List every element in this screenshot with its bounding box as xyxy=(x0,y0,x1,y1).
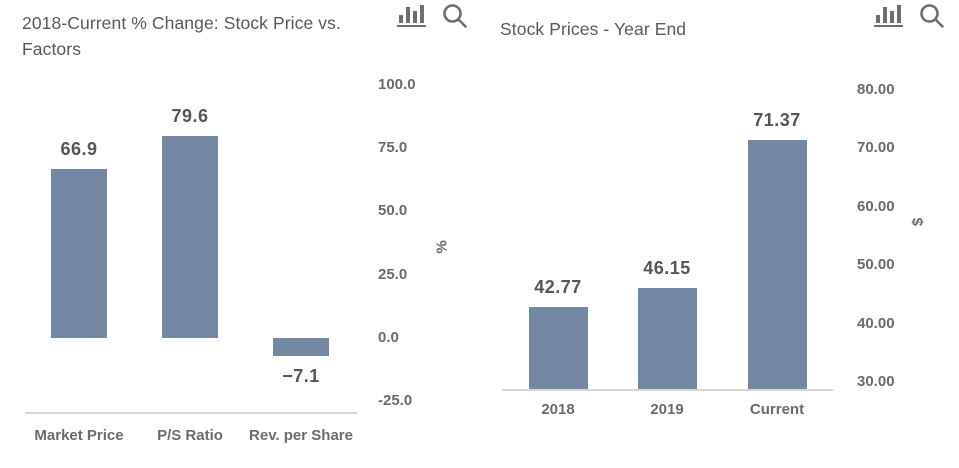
bar-chart-icon[interactable] xyxy=(873,2,905,27)
magnifier-icon[interactable] xyxy=(441,2,468,29)
bar-p-s-ratio[interactable] xyxy=(162,136,218,338)
chart-toolbar xyxy=(396,2,468,29)
y-axis-tick-label: 60.00 xyxy=(857,197,895,215)
x-category-label: P/S Ratio xyxy=(157,427,223,444)
y-axis-tick-label: 75.0 xyxy=(378,139,408,157)
chart-panel-stock-prices: Stock Prices - Year End xyxy=(480,0,959,468)
x-axis-line xyxy=(502,389,833,391)
bar-value-label: −7.1 xyxy=(282,365,320,386)
bar-value-label: 71.37 xyxy=(753,110,801,131)
bar-2019[interactable] xyxy=(637,287,697,389)
bar-value-label: 46.15 xyxy=(643,257,691,278)
bar-2018[interactable] xyxy=(528,307,588,389)
x-category-label: Rev. per Share xyxy=(249,427,353,444)
bar-chart-icon[interactable] xyxy=(396,2,428,27)
x-category-label: 2019 xyxy=(650,401,684,418)
y-axis-tick-label: 30.00 xyxy=(857,373,895,390)
y-axis-tick-label: 80.00 xyxy=(857,81,895,98)
chart-panel-percent-change: 2018-Current % Change: Stock Price vs. F… xyxy=(22,2,468,444)
bar-market-price[interactable] xyxy=(51,168,107,338)
x-category-label: 2018 xyxy=(541,401,575,418)
y-axis-title: $ xyxy=(909,217,927,227)
y-axis-tick-label: 70.00 xyxy=(857,139,895,157)
plot-area-stock-prices: 80.00 70.00 60.00 50.00 40.00 30.00 $42.77 2018… xyxy=(480,0,959,468)
x-axis-line xyxy=(25,412,357,414)
chart-title: 2018-Current % Change: Stock Price vs. F… xyxy=(22,13,341,59)
plot-area-percent-change: 100.0 75.0 50.0 25.0 0.0 -25.0% 66.9 Market Pri… xyxy=(25,75,451,444)
y-axis-tick-label: -25.0 xyxy=(378,392,413,410)
chart-toolbar xyxy=(873,2,945,29)
y-axis-tick-label: 40.00 xyxy=(857,314,895,332)
bar-rev-per-share[interactable] xyxy=(273,338,329,356)
bar-current[interactable] xyxy=(747,140,807,389)
y-axis-tick-label: 50.00 xyxy=(857,256,895,274)
chart-title: Stock Prices - Year End xyxy=(500,19,687,39)
bar-value-label: 79.6 xyxy=(171,106,209,127)
y-axis-title: % xyxy=(433,240,451,254)
magnifier-icon[interactable] xyxy=(918,2,945,29)
x-category-label: Current xyxy=(749,401,805,418)
y-axis-tick-label: 0.0 xyxy=(378,329,399,346)
bar-value-label: 42.77 xyxy=(534,277,582,298)
y-axis-tick-label: 100.0 xyxy=(378,75,416,93)
y-axis-tick-label: 25.0 xyxy=(378,265,408,283)
x-category-label: Market Price xyxy=(34,427,124,444)
bar-value-label: 66.9 xyxy=(60,138,98,159)
y-axis-tick-label: 50.0 xyxy=(378,202,408,220)
